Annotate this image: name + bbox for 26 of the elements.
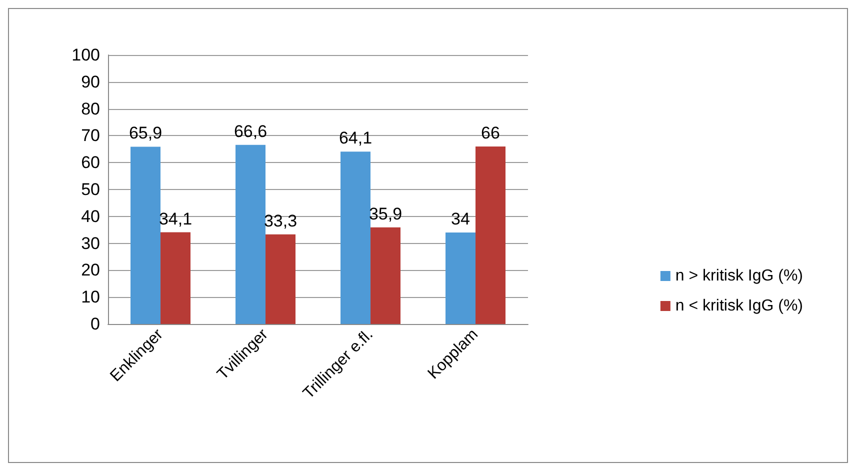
data-label: 66,6: [234, 122, 268, 141]
y-tick-label: 70: [81, 126, 100, 146]
y-tick-label: 30: [81, 234, 100, 253]
bar: [446, 232, 476, 324]
legend-label: n < kritisk IgG (%): [675, 298, 803, 314]
bar: [340, 152, 370, 324]
y-tick-label: 60: [81, 153, 100, 172]
y-tick-label: 90: [81, 72, 100, 92]
data-label: 34: [451, 210, 470, 229]
y-tick-label: 0: [90, 314, 100, 334]
bar: [236, 144, 266, 324]
bar: [266, 234, 296, 324]
y-tick-label: 40: [81, 206, 100, 226]
y-tick-label: 20: [81, 260, 100, 280]
y-tick-label: 100: [72, 46, 100, 64]
y-tick-label: 50: [81, 180, 100, 199]
data-label: 64,1: [338, 128, 372, 148]
data-label: 65,9: [128, 124, 162, 143]
y-tick-label: 80: [81, 99, 100, 118]
bar: [130, 146, 160, 324]
data-label: 66: [481, 123, 500, 142]
y-tick-label: 10: [81, 288, 100, 307]
bar: [370, 227, 400, 324]
bar: [160, 232, 190, 324]
bar: [476, 146, 506, 324]
legend-label: n > kritisk IgG (%): [675, 268, 803, 284]
